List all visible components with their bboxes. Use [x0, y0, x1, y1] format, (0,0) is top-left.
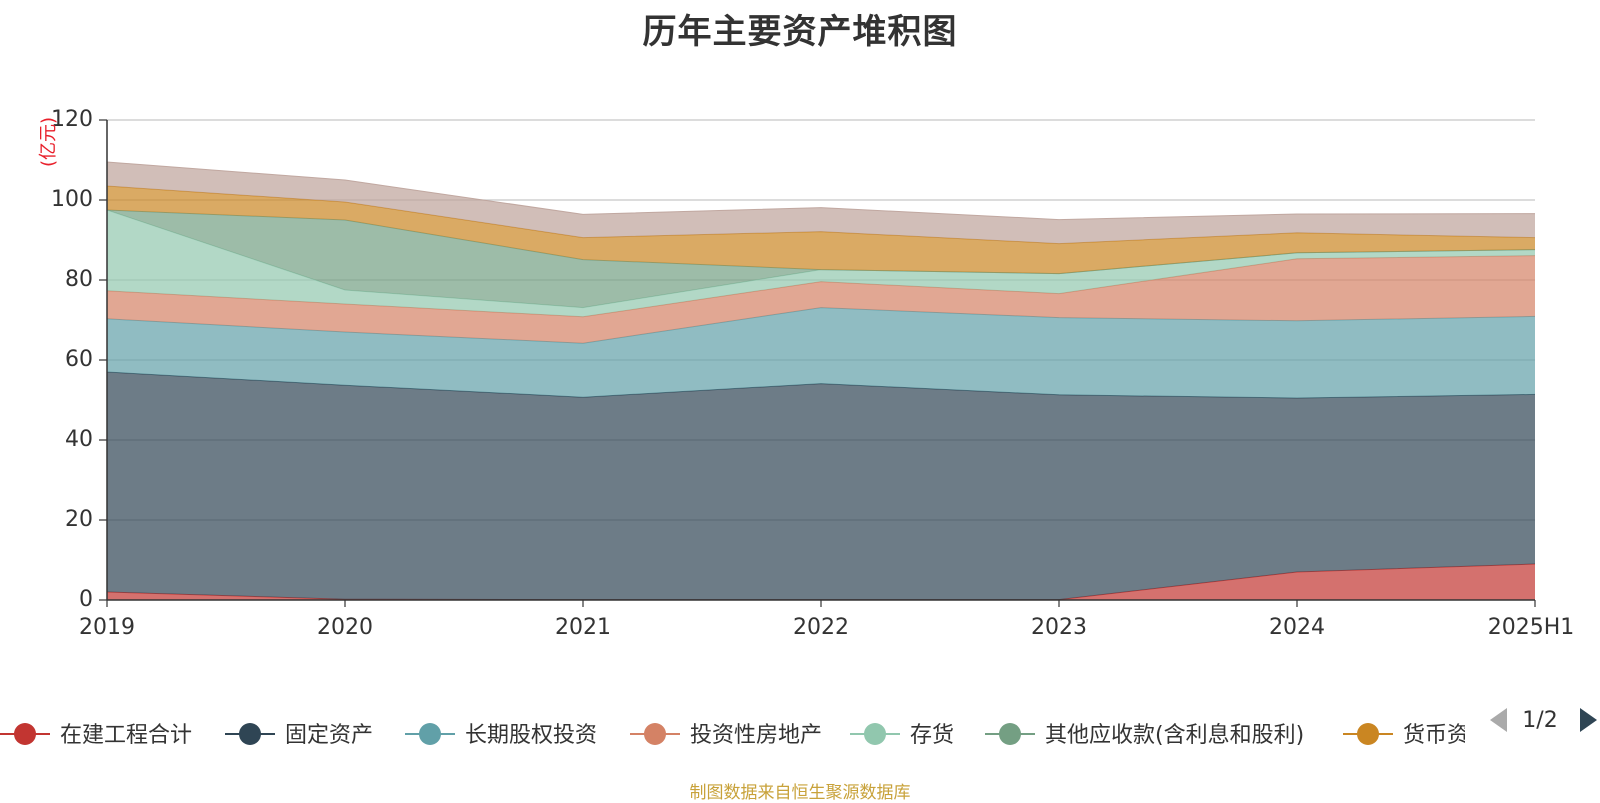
area-series-6 [107, 186, 1535, 274]
axes: 0 20 40 60 80 100 120 2019 2020 2021 2022 2023 2024 2… [51, 107, 1574, 640]
legend-item[interactable]: 投资性房地产 [630, 723, 822, 748]
y-tick-label: 120 [51, 107, 93, 132]
legend-label: 其他应收款(含利息和股利) [1045, 723, 1304, 748]
area-series-0 [107, 564, 1535, 600]
source-note: 制图数据来自恒生聚源数据库 [689, 783, 911, 803]
area-series-3 [107, 255, 1535, 344]
legend-marker-icon [1357, 723, 1379, 745]
legend-label: 固定资产 [285, 723, 373, 748]
chart-title: 历年主要资产堆积图 [642, 12, 958, 52]
legend: 在建工程合计 固定资产 长期股权投资 投资性房地产 存货 其他应收款(含利息和股利) 货币资… [0, 723, 1491, 748]
area-series-1 [107, 372, 1535, 600]
y-tick-label: 0 [79, 587, 93, 612]
legend-marker-icon [239, 723, 261, 745]
legend-label: 在建工程合计 [60, 723, 192, 748]
x-tick-label: 2025H1 [1488, 615, 1575, 640]
x-tick-label: 2024 [1269, 615, 1325, 640]
legend-label: 长期股权投资 [465, 723, 597, 748]
y-tick-label: 20 [65, 507, 93, 532]
area-series-4 [107, 210, 1535, 317]
legend-marker-icon [644, 723, 666, 745]
x-tick-label: 2021 [555, 615, 611, 640]
legend-pager: 1/2 [1490, 708, 1597, 733]
x-tick-label: 2023 [1031, 615, 1087, 640]
x-tick-label: 2019 [79, 615, 135, 640]
legend-marker-icon [14, 723, 36, 745]
legend-item[interactable]: 长期股权投资 [405, 723, 597, 748]
legend-next-arrow-icon[interactable] [1580, 708, 1597, 732]
legend-marker-icon [999, 723, 1021, 745]
legend-label: 投资性房地产 [690, 723, 822, 748]
y-tick-label: 60 [65, 347, 93, 372]
x-tick-label: 2022 [793, 615, 849, 640]
y-unit-label: (亿元) [38, 117, 59, 167]
area-series-7 [107, 162, 1535, 244]
legend-item[interactable]: 固定资产 [225, 723, 373, 748]
area-series-5 [107, 210, 1535, 308]
y-tick-label: 40 [65, 427, 93, 452]
legend-label: 存货 [910, 723, 954, 748]
legend-page-indicator: 1/2 [1522, 708, 1557, 733]
area-series-2 [107, 307, 1535, 398]
area-line-series-7 [106, 161, 1536, 221]
legend-item[interactable]: 存货 [850, 723, 954, 748]
y-tick-label: 80 [65, 267, 93, 292]
y-tick-label: 100 [51, 187, 93, 212]
legend-prev-arrow-icon[interactable] [1490, 708, 1507, 732]
legend-item[interactable]: 其他应收款(含利息和股利) [985, 723, 1304, 748]
x-tick-label: 2020 [317, 615, 373, 640]
legend-marker-icon [864, 723, 886, 745]
legend-label: 货币资金 [1403, 723, 1491, 748]
legend-marker-icon [419, 723, 441, 745]
series-areas [106, 161, 1536, 601]
legend-item[interactable]: 货币资金 [1343, 723, 1491, 748]
legend-item[interactable]: 在建工程合计 [0, 723, 192, 748]
